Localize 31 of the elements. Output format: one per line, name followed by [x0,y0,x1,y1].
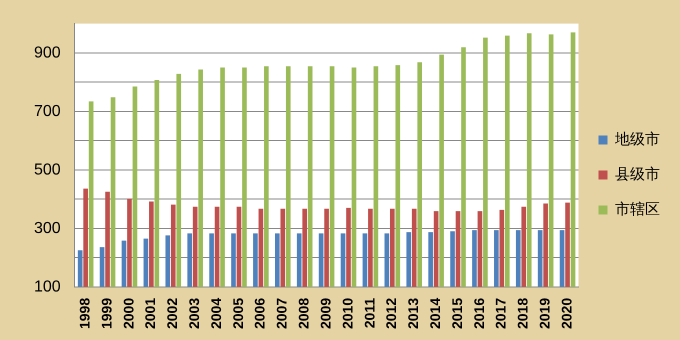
x-tick-label: 1998 [76,298,93,330]
y-tick-label: 500 [34,161,61,178]
y-tick-label: 900 [34,44,61,62]
legend-label: 地级市 [614,130,660,148]
x-tick-label: 2016 [470,298,487,330]
x-tick-label: 2000 [120,298,136,330]
x-tick-label: 2010 [339,298,356,330]
x-tick-label: 1999 [98,298,114,330]
x-tick-label: 2013 [405,298,422,330]
y-tick-label: 300 [34,220,61,237]
x-tick-label: 2015 [448,298,465,330]
x-tick-label: 2004 [208,298,224,330]
x-tick-label: 2002 [164,298,180,330]
x-tick-label: 2006 [252,298,268,330]
x-tick-label: 2001 [142,298,158,330]
legend-label: 市辖区 [615,200,660,218]
x-tick-label: 2008 [296,298,312,330]
y-tick-label: 700 [34,102,61,120]
x-tick-label: 2020 [558,298,574,330]
x-tick-label: 2017 [492,298,509,330]
x-tick-label: 2005 [230,298,246,330]
x-tick-label: 2018 [514,298,531,330]
x-tick-label: 2014 [426,298,443,330]
x-tick-label: 2003 [186,298,202,330]
x-tick-label: 2007 [274,298,290,330]
x-tick-label: 2011 [361,298,378,328]
x-tick-label: 2012 [383,298,400,330]
legend-label: 县级市 [615,164,660,183]
x-tick-label: 2009 [317,298,334,330]
x-tick-label: 2019 [536,298,553,330]
y-tick-label: 100 [34,278,61,296]
